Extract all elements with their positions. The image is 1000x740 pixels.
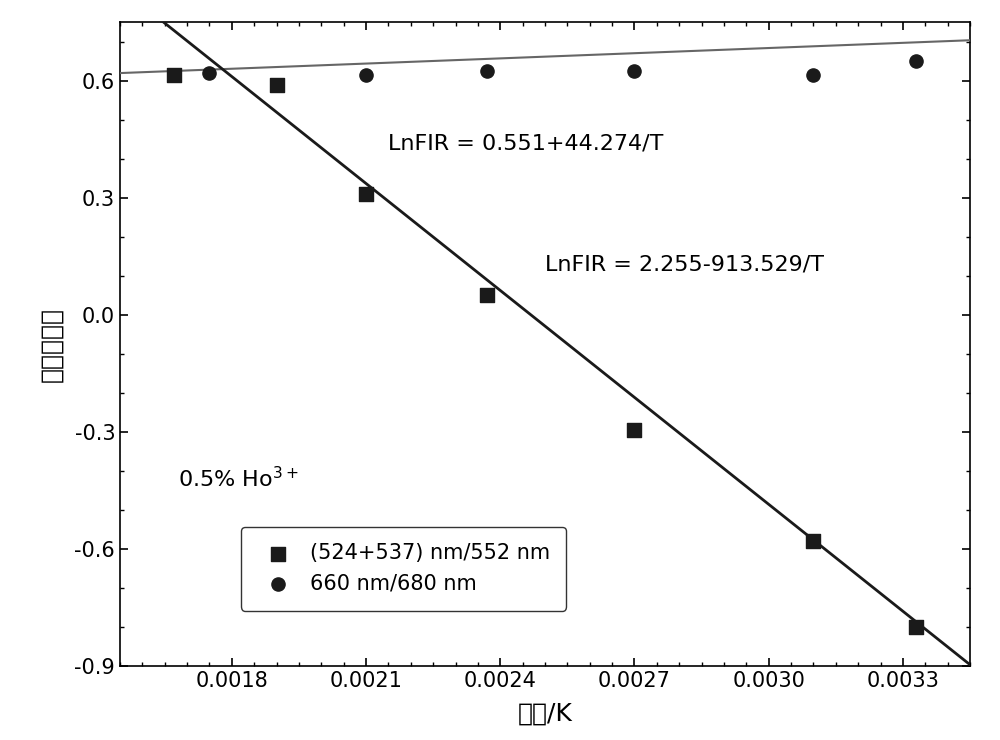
660 nm/680 nm [908, 56, 924, 67]
660 nm/680 nm [358, 69, 374, 81]
(524+537) nm/552 nm [479, 289, 495, 301]
(524+537) nm/552 nm [269, 78, 285, 90]
X-axis label: 温度/K: 温度/K [518, 702, 572, 726]
Text: LnFIR = 2.255-913.529/T: LnFIR = 2.255-913.529/T [545, 254, 824, 274]
(524+537) nm/552 nm [805, 535, 821, 547]
660 nm/680 nm [166, 69, 182, 81]
660 nm/680 nm [805, 69, 821, 81]
Text: 0.5% Ho$^{3+}$: 0.5% Ho$^{3+}$ [178, 466, 299, 491]
Y-axis label: 荧光强度比: 荧光强度比 [39, 306, 63, 382]
Legend: (524+537) nm/552 nm, 660 nm/680 nm: (524+537) nm/552 nm, 660 nm/680 nm [241, 527, 566, 610]
660 nm/680 nm [479, 65, 495, 77]
(524+537) nm/552 nm [166, 69, 182, 81]
(524+537) nm/552 nm [358, 188, 374, 200]
660 nm/680 nm [626, 65, 642, 77]
660 nm/680 nm [201, 67, 217, 79]
Text: LnFIR = 0.551+44.274/T: LnFIR = 0.551+44.274/T [388, 133, 664, 153]
(524+537) nm/552 nm [626, 424, 642, 436]
(524+537) nm/552 nm [908, 621, 924, 633]
